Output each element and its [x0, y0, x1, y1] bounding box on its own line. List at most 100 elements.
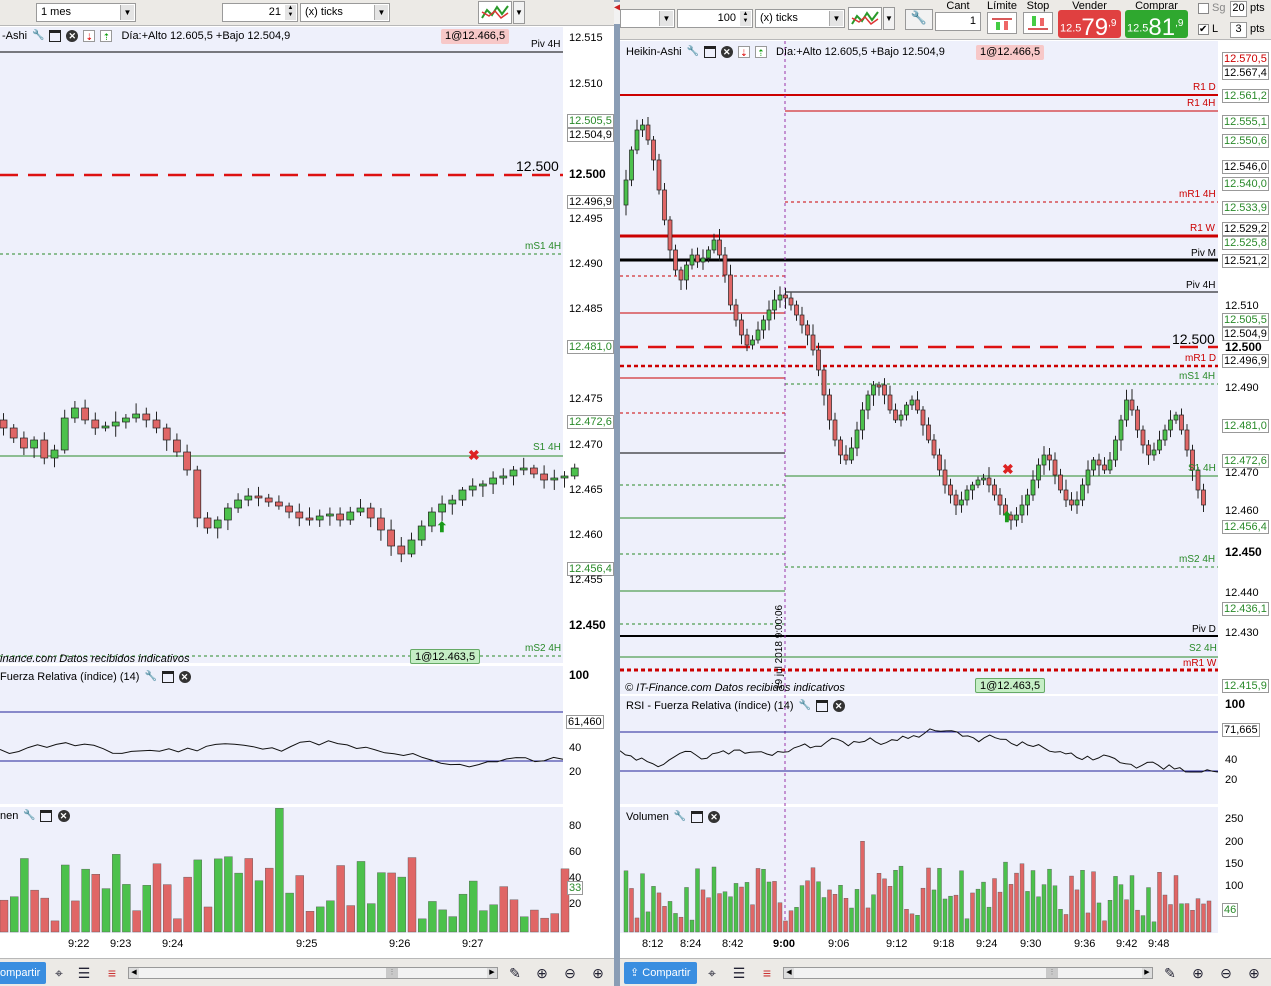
- volume-bar: [678, 916, 684, 933]
- scroll-left-icon[interactable]: ◀: [784, 968, 794, 978]
- candle: [346, 511, 355, 521]
- l-input[interactable]: 3: [1230, 22, 1247, 38]
- quantity-input[interactable]: 1: [935, 12, 981, 31]
- window-icon[interactable]: [40, 810, 53, 823]
- zoom-fit-icon[interactable]: ⊕: [536, 965, 548, 981]
- indicators-button[interactable]: [848, 7, 882, 30]
- scroll-right-icon[interactable]: ▶: [487, 968, 497, 978]
- units-input[interactable]: 100 ▲ ▼: [677, 9, 753, 28]
- volume-bar: [865, 907, 871, 933]
- scroll-left-icon[interactable]: ◀: [129, 968, 139, 978]
- buy-arrow-icon[interactable]: ⇡: [100, 30, 113, 43]
- sell-box: Vender 12.579,9: [1058, 0, 1121, 41]
- sg-checkbox[interactable]: [1198, 3, 1209, 14]
- spinner-icon[interactable]: ▲ ▼: [740, 11, 751, 26]
- candle: [783, 294, 788, 299]
- order-tag[interactable]: 1@12.466,5: [976, 45, 1045, 60]
- scroll-thumb[interactable]: ⋮: [1046, 968, 1058, 978]
- volume-bar: [777, 902, 783, 933]
- candle: [60, 417, 69, 451]
- price-box: 12.529,2: [1222, 222, 1269, 236]
- buy-button[interactable]: 12.581,9: [1125, 10, 1188, 41]
- zoom-out-icon[interactable]: ⊖: [564, 965, 576, 981]
- sell-arrow-icon[interactable]: ⇣: [737, 46, 750, 59]
- scroll-thumb[interactable]: ⋮: [386, 968, 398, 978]
- volume-bar: [794, 907, 799, 933]
- close-icon[interactable]: ✕: [832, 700, 845, 713]
- wrench-icon[interactable]: 🔧: [686, 46, 700, 58]
- units-type-select[interactable]: (x) ticks ▼: [300, 3, 390, 22]
- scroll-right-icon[interactable]: ▶: [1142, 968, 1152, 978]
- stop-order-button[interactable]: [1023, 12, 1053, 34]
- zoom-in-icon[interactable]: ⊕: [592, 965, 604, 981]
- cursor-icon[interactable]: ⌖: [55, 965, 63, 981]
- objects-icon[interactable]: ≡: [762, 965, 772, 981]
- list-icon[interactable]: ☰: [732, 965, 746, 981]
- indicators-dropdown[interactable]: ▼: [513, 1, 525, 24]
- objects-icon[interactable]: ≡: [107, 965, 117, 981]
- horizontal-scrollbar[interactable]: ◀ ⋮ ▶: [128, 967, 498, 979]
- close-icon[interactable]: ✕: [708, 811, 720, 824]
- wrench-icon[interactable]: 🔧: [144, 671, 157, 683]
- drawing-tool-icon[interactable]: ✎: [509, 965, 521, 981]
- wrench-icon[interactable]: 🔧: [673, 811, 687, 823]
- indicators-button[interactable]: [478, 1, 512, 24]
- candle: [111, 421, 120, 427]
- candle: [1140, 429, 1146, 446]
- level-label-piv-4h: Piv 4H: [1186, 280, 1216, 291]
- units-type-select[interactable]: (x) ticks ▼: [755, 9, 845, 28]
- buy-arrow-icon[interactable]: ⇡: [754, 46, 767, 59]
- l-checkbox[interactable]: ✔: [1198, 24, 1209, 35]
- wrench-icon[interactable]: 🔧: [32, 30, 45, 42]
- order-tag-footer[interactable]: 1@12.463,5: [410, 649, 481, 664]
- limit-order-button[interactable]: [987, 12, 1017, 34]
- share-button[interactable]: ⇪ Compartir: [624, 962, 697, 984]
- window-icon[interactable]: [690, 811, 703, 824]
- share-button[interactable]: ompartir: [0, 962, 47, 984]
- sell-arrow-icon[interactable]: ⇣: [83, 30, 96, 43]
- wrench-icon[interactable]: 🔧: [23, 810, 36, 822]
- quantity-box: Cant 1: [935, 0, 981, 31]
- zoom-in-icon[interactable]: ⊕: [1248, 965, 1260, 981]
- candle: [560, 475, 569, 479]
- zoom-fit-icon[interactable]: ⊕: [1192, 965, 1204, 981]
- volume-bar: [1019, 863, 1025, 933]
- cursor-icon[interactable]: ⌖: [708, 965, 716, 981]
- drawing-tool-icon[interactable]: ✎: [1164, 965, 1176, 981]
- order-settings-button[interactable]: 🔧: [905, 9, 933, 30]
- order-tag[interactable]: 1@12.466,5: [441, 29, 510, 44]
- right-bottom-bar: ⇪ Compartir ⌖ ☰ ≡ ◀ ⋮ ▶ ✎ ⊕ ⊖ ⊕: [620, 958, 1271, 986]
- close-icon[interactable]: ✕: [66, 30, 79, 43]
- order-tag-footer[interactable]: 1@12.463,5: [975, 678, 1046, 693]
- window-icon[interactable]: [161, 671, 174, 684]
- candle: [898, 414, 904, 421]
- volume-bar: [40, 897, 49, 933]
- close-icon[interactable]: ✕: [720, 46, 733, 59]
- window-icon[interactable]: [703, 46, 716, 59]
- right-chart-canvas[interactable]: ✖⬆: [620, 0, 1271, 958]
- units-value: 100: [717, 12, 736, 24]
- indicators-dropdown[interactable]: ▼: [883, 7, 895, 30]
- pane-divider[interactable]: ◀: [614, 0, 622, 986]
- left-chart-canvas[interactable]: ✖⬆: [0, 0, 614, 958]
- candle: [1014, 514, 1019, 521]
- sg-input[interactable]: 20: [1230, 1, 1247, 17]
- close-icon[interactable]: ✕: [178, 671, 191, 684]
- volume-bar: [1135, 909, 1140, 933]
- list-icon[interactable]: ☰: [77, 965, 91, 981]
- horizontal-scrollbar[interactable]: ◀ ⋮ ▶: [783, 967, 1153, 979]
- period-select[interactable]: ▼: [620, 9, 675, 28]
- units-input[interactable]: 21 ▲ ▼: [222, 3, 298, 22]
- sell-button[interactable]: 12.579,9: [1058, 10, 1121, 41]
- close-icon[interactable]: ✕: [57, 810, 70, 823]
- volume-bar: [937, 868, 942, 933]
- window-icon[interactable]: [815, 700, 828, 713]
- spinner-icon[interactable]: ▲ ▼: [285, 5, 296, 20]
- period-select[interactable]: 1 mes ▼: [36, 3, 136, 22]
- collapse-arrow-icon[interactable]: ◀: [614, 2, 622, 24]
- zoom-out-icon[interactable]: ⊖: [1220, 965, 1232, 981]
- window-icon[interactable]: [49, 30, 62, 43]
- level-label-s2-4h: S2 4H: [1189, 643, 1217, 654]
- wrench-icon[interactable]: 🔧: [798, 700, 812, 712]
- volume-bar: [203, 906, 213, 933]
